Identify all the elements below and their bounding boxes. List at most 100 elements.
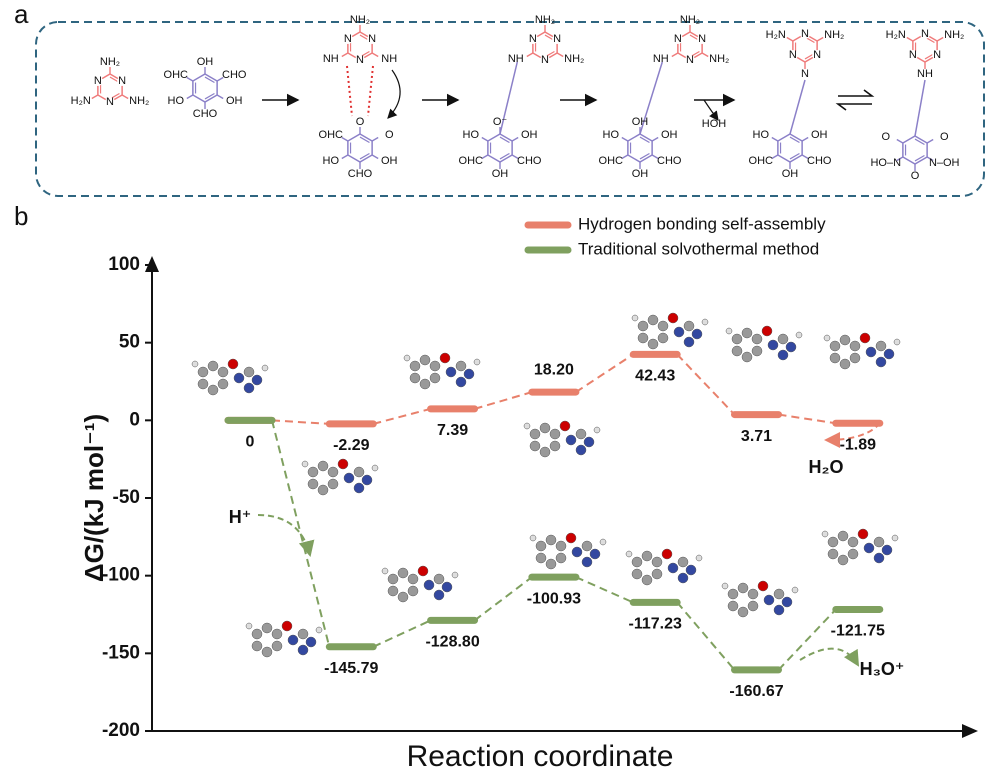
panel-label: b xyxy=(14,201,28,231)
bond xyxy=(771,136,779,142)
annotation: H₂O xyxy=(809,457,844,477)
connector xyxy=(676,601,736,671)
molecule-model xyxy=(387,585,399,597)
ring-atom-bg xyxy=(800,29,810,39)
ring-atom-bg xyxy=(932,50,943,60)
double-bond xyxy=(639,152,650,160)
connector xyxy=(777,608,837,671)
molecule-model xyxy=(667,562,679,574)
value-label: -1.89 xyxy=(840,436,877,453)
atom-label: O xyxy=(881,131,890,143)
molecule-model xyxy=(651,568,663,580)
ring-atom: N xyxy=(118,75,126,87)
ring-atom-bg xyxy=(527,34,538,44)
molecule-model xyxy=(343,472,355,484)
molecule-model xyxy=(683,336,695,348)
molecule-model xyxy=(859,332,871,344)
atom-label: OHC xyxy=(749,155,774,167)
molecule-model xyxy=(839,334,851,346)
bond xyxy=(371,52,379,58)
molecule-model xyxy=(327,466,339,478)
molecule-model xyxy=(381,567,389,575)
molecule-model xyxy=(575,428,587,440)
molecule-model xyxy=(767,339,779,351)
molecule-model xyxy=(473,358,481,366)
molecule-model xyxy=(251,628,263,640)
ring-atom-bg xyxy=(787,50,798,60)
y-tick-label: -200 xyxy=(102,720,140,741)
molecule-model xyxy=(731,333,743,345)
atom-label: N xyxy=(801,68,809,80)
molecule-model xyxy=(795,331,803,339)
atom-label: CHO xyxy=(193,108,218,120)
molecule-model xyxy=(857,528,869,540)
molecule-model xyxy=(549,428,561,440)
equilibrium-arrow xyxy=(835,103,872,111)
y-tick-label: -150 xyxy=(102,642,140,663)
double-bond xyxy=(639,136,650,144)
molecule-model xyxy=(647,314,659,326)
bond xyxy=(481,136,489,142)
ring-atom-bg xyxy=(540,55,550,65)
molecule-model xyxy=(673,326,685,338)
molecule-model xyxy=(751,333,763,345)
molecule-model xyxy=(583,436,595,448)
molecule-model xyxy=(881,544,893,556)
molecule-model xyxy=(529,428,541,440)
molecule-model xyxy=(317,484,329,496)
ring-atom: N xyxy=(553,33,561,45)
molecule-model xyxy=(763,594,775,606)
molecule-model xyxy=(837,530,849,542)
bond xyxy=(771,154,779,160)
x-axis-title: Reaction coordinate xyxy=(407,740,674,773)
atom-label: H₂N xyxy=(766,29,786,41)
molecule-model xyxy=(271,628,283,640)
molecule-model xyxy=(565,434,577,446)
molecule-model xyxy=(685,564,697,576)
molecule-model xyxy=(535,552,547,564)
molecule-model xyxy=(407,585,419,597)
molecule-model xyxy=(777,349,789,361)
molecule-model xyxy=(631,556,643,568)
molecule-model xyxy=(647,338,659,350)
atom-label: O xyxy=(911,170,920,182)
bond xyxy=(896,138,904,144)
atom-label: OHC xyxy=(164,69,189,81)
molecule-model xyxy=(837,554,849,566)
molecule-model xyxy=(741,351,753,363)
molecule-model xyxy=(429,372,441,384)
value-label: -160.67 xyxy=(729,683,783,700)
ring-atom-bg xyxy=(367,34,378,44)
atom-label: H₂N xyxy=(886,29,906,41)
molecule-model xyxy=(297,628,309,640)
molecule-model xyxy=(197,378,209,390)
molecule-model xyxy=(227,358,239,370)
ring-atom-bg xyxy=(907,50,918,60)
bond xyxy=(511,154,519,160)
ring-atom-bg xyxy=(920,29,930,39)
molecule-model xyxy=(751,345,763,357)
atom-label: NH xyxy=(508,53,524,65)
ring-atom: N xyxy=(94,75,102,87)
legend-label: Hydrogen bonding self-assembly xyxy=(578,214,826,233)
molecule-model xyxy=(631,568,643,580)
molecule-model xyxy=(873,552,885,564)
y-tick-label: -100 xyxy=(102,565,140,586)
value-label: 3.71 xyxy=(741,428,772,445)
molecule-model xyxy=(261,364,269,372)
bond xyxy=(371,136,379,142)
bond xyxy=(896,156,904,162)
molecule-model xyxy=(433,589,445,601)
atom-label: HO xyxy=(603,129,620,141)
atom-label: N–OH xyxy=(929,157,960,169)
atom-label: NH₂ xyxy=(350,14,370,26)
bond xyxy=(499,61,519,135)
molecule-model xyxy=(243,366,255,378)
molecule-model xyxy=(641,550,653,562)
ring-atom: N xyxy=(674,33,682,45)
molecule-model xyxy=(829,340,841,352)
bond xyxy=(621,136,629,142)
atom-label: CHO xyxy=(348,168,373,180)
molecule-model xyxy=(683,320,695,332)
bond xyxy=(906,36,914,42)
